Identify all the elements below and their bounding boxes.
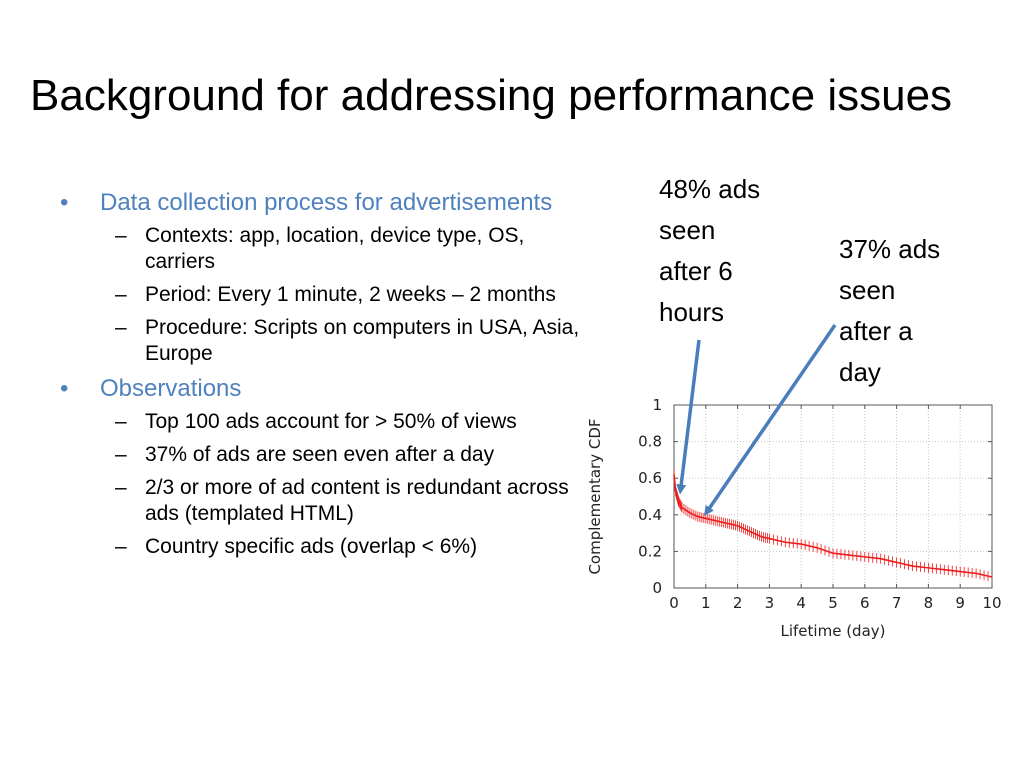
sub-bullet-text: Period: Every 1 minute, 2 weeks – 2 mont… [145, 283, 556, 306]
dash-icon: – [115, 316, 127, 339]
dash-icon: – [115, 410, 127, 433]
annotation-arrow [676, 339, 701, 495]
annotation-line: day [839, 357, 881, 387]
sub-bullet-list: – Top 100 ads account for > 50% of views … [100, 409, 588, 560]
sub-bullet-text: Country specific ads (overlap < 6%) [145, 535, 478, 558]
y-tick-label: 0 [652, 579, 662, 597]
annotation-arrow [704, 324, 837, 516]
y-axis-label: Complementary CDF [586, 418, 604, 574]
sub-bullet-redundant: –2/3 or more of ad content is redundant … [100, 475, 588, 527]
annotation-line: 37% ads [839, 234, 941, 264]
sub-bullet-seen-after-day: –37% of ads are seen even after a day [100, 442, 588, 468]
chart-ticks: 0 1 2 3 4 5 6 7 8 9 10 0 0.2 0.4 0.6 0.8 1 [638, 396, 1001, 612]
sub-bullet-text: 37% of ads are seen even after a day [145, 443, 495, 466]
x-tick-label: 10 [982, 594, 1001, 612]
bullet-text: Observations [100, 375, 242, 402]
bullet-dot-icon: • [60, 189, 69, 216]
sub-bullet-text: 2/3 or more of ad content is redundant a… [145, 476, 569, 525]
bullet-observations: • Observations – Top 100 ads account for … [58, 374, 588, 560]
x-axis-label: Lifetime (day) [781, 622, 886, 640]
x-tick-label: 4 [796, 594, 806, 612]
y-tick-label: 0.2 [638, 542, 662, 560]
annotation-line: 48% ads [659, 174, 761, 204]
x-tick-label: 7 [892, 594, 902, 612]
dash-icon: – [115, 476, 127, 499]
slide-title: Background for addressing performance is… [30, 71, 953, 120]
sub-bullet-text: Procedure: Scripts on computers in USA, … [145, 316, 580, 365]
y-tick-label: 0.8 [638, 433, 662, 451]
annotation-line: seen [659, 215, 716, 245]
sub-bullet-procedure: – Procedure: Scripts on computers in USA,… [100, 315, 588, 367]
chart-series [673, 469, 993, 582]
dash-icon: – [115, 535, 127, 558]
dash-icon: – [115, 283, 127, 306]
sub-bullet-contexts: – Contexts: app, location, device type, O… [100, 223, 588, 275]
annotation-line: seen [839, 275, 896, 305]
annotation-one-day: 37% ads seen after a day [839, 229, 969, 393]
annotation-arrows [676, 324, 837, 516]
sub-bullet-country: – Country specific ads (overlap < 6%) [100, 534, 588, 560]
x-tick-label: 2 [733, 594, 743, 612]
bullet-list: • Data collection process for advertisem… [58, 182, 588, 567]
x-tick-label: 6 [860, 594, 870, 612]
x-tick-label: 8 [924, 594, 934, 612]
annotation-line: after 6 [659, 256, 733, 286]
dash-icon: – [115, 224, 127, 247]
dash-icon: – [115, 443, 127, 466]
annotation-line: after a [839, 316, 913, 346]
sub-bullet-top-ads: – Top 100 ads account for > 50% of views [100, 409, 588, 435]
bullet-dot-icon: • [60, 375, 69, 402]
annotation-line: hours [659, 297, 725, 327]
x-tick-label: 0 [669, 594, 679, 612]
sub-bullet-list: – Contexts: app, location, device type, O… [100, 223, 588, 367]
x-tick-label: 5 [828, 594, 838, 612]
bullet-data-collection: • Data collection process for advertisem… [58, 188, 588, 367]
sub-bullet-text: Top 100 ads account for > 50% of views [145, 410, 517, 433]
annotation-six-hours: 48% ads seen after 6 hours [659, 169, 789, 333]
bullet-text: Data collection process for advertisemen… [100, 189, 553, 216]
y-tick-label: 0.6 [638, 469, 662, 487]
sub-bullet-text: Contexts: app, location, device type, OS… [145, 224, 525, 273]
x-tick-label: 1 [701, 594, 711, 612]
x-tick-label: 3 [765, 594, 775, 612]
x-tick-label: 9 [955, 594, 965, 612]
y-tick-label: 0.4 [638, 506, 662, 524]
sub-bullet-period: – Period: Every 1 minute, 2 weeks – 2 mon… [100, 282, 588, 308]
chart-grid [673, 404, 993, 589]
y-tick-label: 1 [652, 396, 662, 414]
